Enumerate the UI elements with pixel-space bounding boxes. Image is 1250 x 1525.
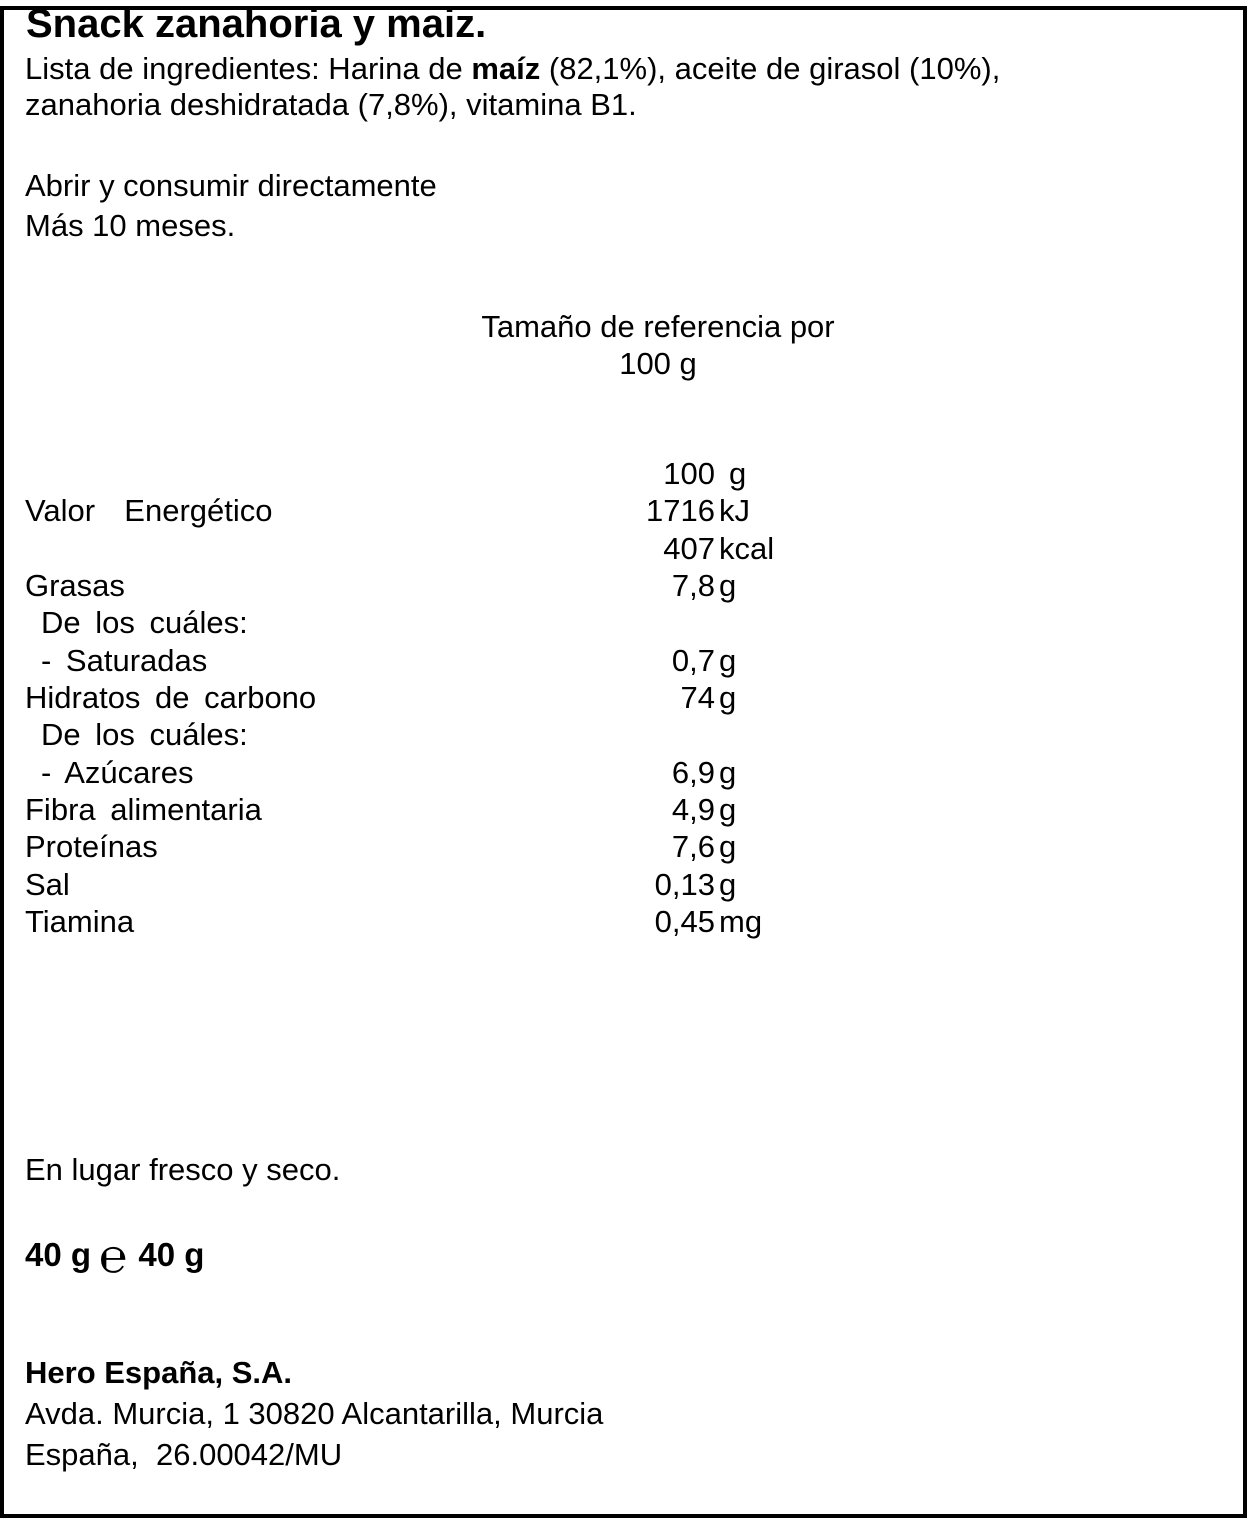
nutrition-row-fibre: Fibra alimentaria 4,9 g	[0, 791, 1250, 828]
usage-instruction: Abrir y consumir directamente	[25, 168, 437, 203]
ingredients-line2: zanahoria deshidratada (7,8%), vitamina …	[25, 86, 637, 122]
nutrient-label: Hidratos de carbono	[25, 679, 317, 715]
nutrient-label: - Saturadas	[41, 642, 208, 678]
nutrient-value: 0,45	[654, 903, 715, 939]
nutrition-row-reference: 100 g	[0, 455, 1250, 492]
nutrient-value: 7,8	[671, 567, 715, 603]
nutrient-unit: g	[719, 791, 737, 827]
ingredients-highlight-maiz: maíz	[471, 51, 541, 86]
net-weight: 40 g ℮ 40 g	[25, 1231, 204, 1279]
manufacturer-registration: España, 26.00042/MU	[25, 1437, 343, 1472]
net-weight-right: 40 g	[129, 1236, 205, 1273]
nutrient-value: 0,7	[671, 642, 715, 678]
usage-block: Abrir y consumir directamente Más 10 mese…	[25, 166, 437, 246]
nutrient-unit: mg	[719, 903, 763, 939]
product-title: Snack zanahoria y maiz.	[26, 2, 487, 46]
nutrient-value: 407	[663, 530, 715, 566]
nutrient-label: De los cuáles:	[41, 717, 248, 753]
nutrition-header-line2: 100 g	[619, 346, 697, 382]
nutrient-value: 100	[663, 456, 715, 491]
nutrient-unit: g	[719, 567, 737, 603]
nutrient-value: 0,13	[654, 866, 715, 902]
nutrition-row-energy-kj: Valor Energético 1716 kJ	[0, 492, 1250, 529]
nutrition-row-sugars: - Azúcares 6,9 g	[0, 754, 1250, 791]
nutrition-row-thiamine: Tiamina 0,45 mg	[0, 903, 1250, 940]
manufacturer-name: Hero España, S.A.	[25, 1355, 293, 1390]
manufacturer-block: Hero España, S.A. Avda. Murcia, 1 30820 …	[25, 1352, 603, 1475]
nutrient-unit: g	[719, 754, 737, 790]
ingredients-text: Lista de ingredientes: Harina de maíz (8…	[25, 51, 1000, 122]
nutrient-unit: g	[729, 456, 747, 491]
nutrient-unit: g	[719, 642, 737, 678]
nutrient-label: Fibra alimentaria	[25, 791, 262, 827]
shelf-life: Más 10 meses.	[25, 208, 236, 243]
nutrition-column-header: Tamaño de referencia por 100 g	[358, 308, 958, 383]
nutrient-value: 74	[680, 679, 715, 715]
ingredients-line1-rest: (82,1%), aceite de girasol (10%),	[540, 51, 1001, 86]
nutrient-unit: kJ	[719, 493, 750, 529]
storage-instruction: En lugar fresco y seco.	[25, 1152, 341, 1187]
nutrient-label: - Azúcares	[41, 754, 194, 790]
nutrition-row-salt: Sal 0,13 g	[0, 866, 1250, 903]
manufacturer-address: Avda. Murcia, 1 30820 Alcantarilla, Murc…	[25, 1396, 604, 1431]
nutrient-unit: kcal	[719, 530, 775, 566]
nutrition-row-protein: Proteínas 7,6 g	[0, 828, 1250, 865]
nutrient-value: 1716	[646, 493, 715, 529]
nutrition-row-saturated: - Saturadas 0,7 g	[0, 642, 1250, 679]
nutrient-label: Proteínas	[25, 829, 158, 865]
nutrient-value: 7,6	[671, 829, 715, 865]
estimated-sign-icon: ℮	[99, 1229, 128, 1282]
nutrition-row-fat: Grasas 7,8 g	[0, 567, 1250, 604]
nutrition-row-energy-kcal: 407 kcal	[0, 530, 1250, 567]
nutrient-unit: g	[719, 829, 737, 865]
ingredients-prefix: Lista de ingredientes: Harina de	[25, 51, 472, 86]
nutrition-row-of-which-carb: De los cuáles:	[0, 716, 1250, 753]
nutrient-value: 6,9	[671, 754, 715, 790]
nutrient-label: Sal	[25, 866, 70, 902]
nutrient-label: Valor Energético	[25, 493, 273, 529]
nutrition-header-line1: Tamaño de referencia por	[481, 309, 835, 344]
nutrient-unit: g	[719, 866, 737, 902]
nutrient-value: 4,9	[671, 791, 715, 827]
nutrient-label: Tiamina	[25, 903, 135, 939]
nutrition-table: 100 g Valor Energético 1716 kJ 407 kcal …	[0, 455, 1250, 940]
nutrition-row-carbohydrate: Hidratos de carbono 74 g	[0, 679, 1250, 716]
nutrition-row-of-which-fat: De los cuáles:	[0, 604, 1250, 641]
nutrient-label: De los cuáles:	[41, 605, 248, 641]
nutrient-unit: g	[719, 679, 737, 715]
net-weight-left: 40 g	[25, 1236, 92, 1273]
nutrient-label: Grasas	[25, 567, 125, 603]
